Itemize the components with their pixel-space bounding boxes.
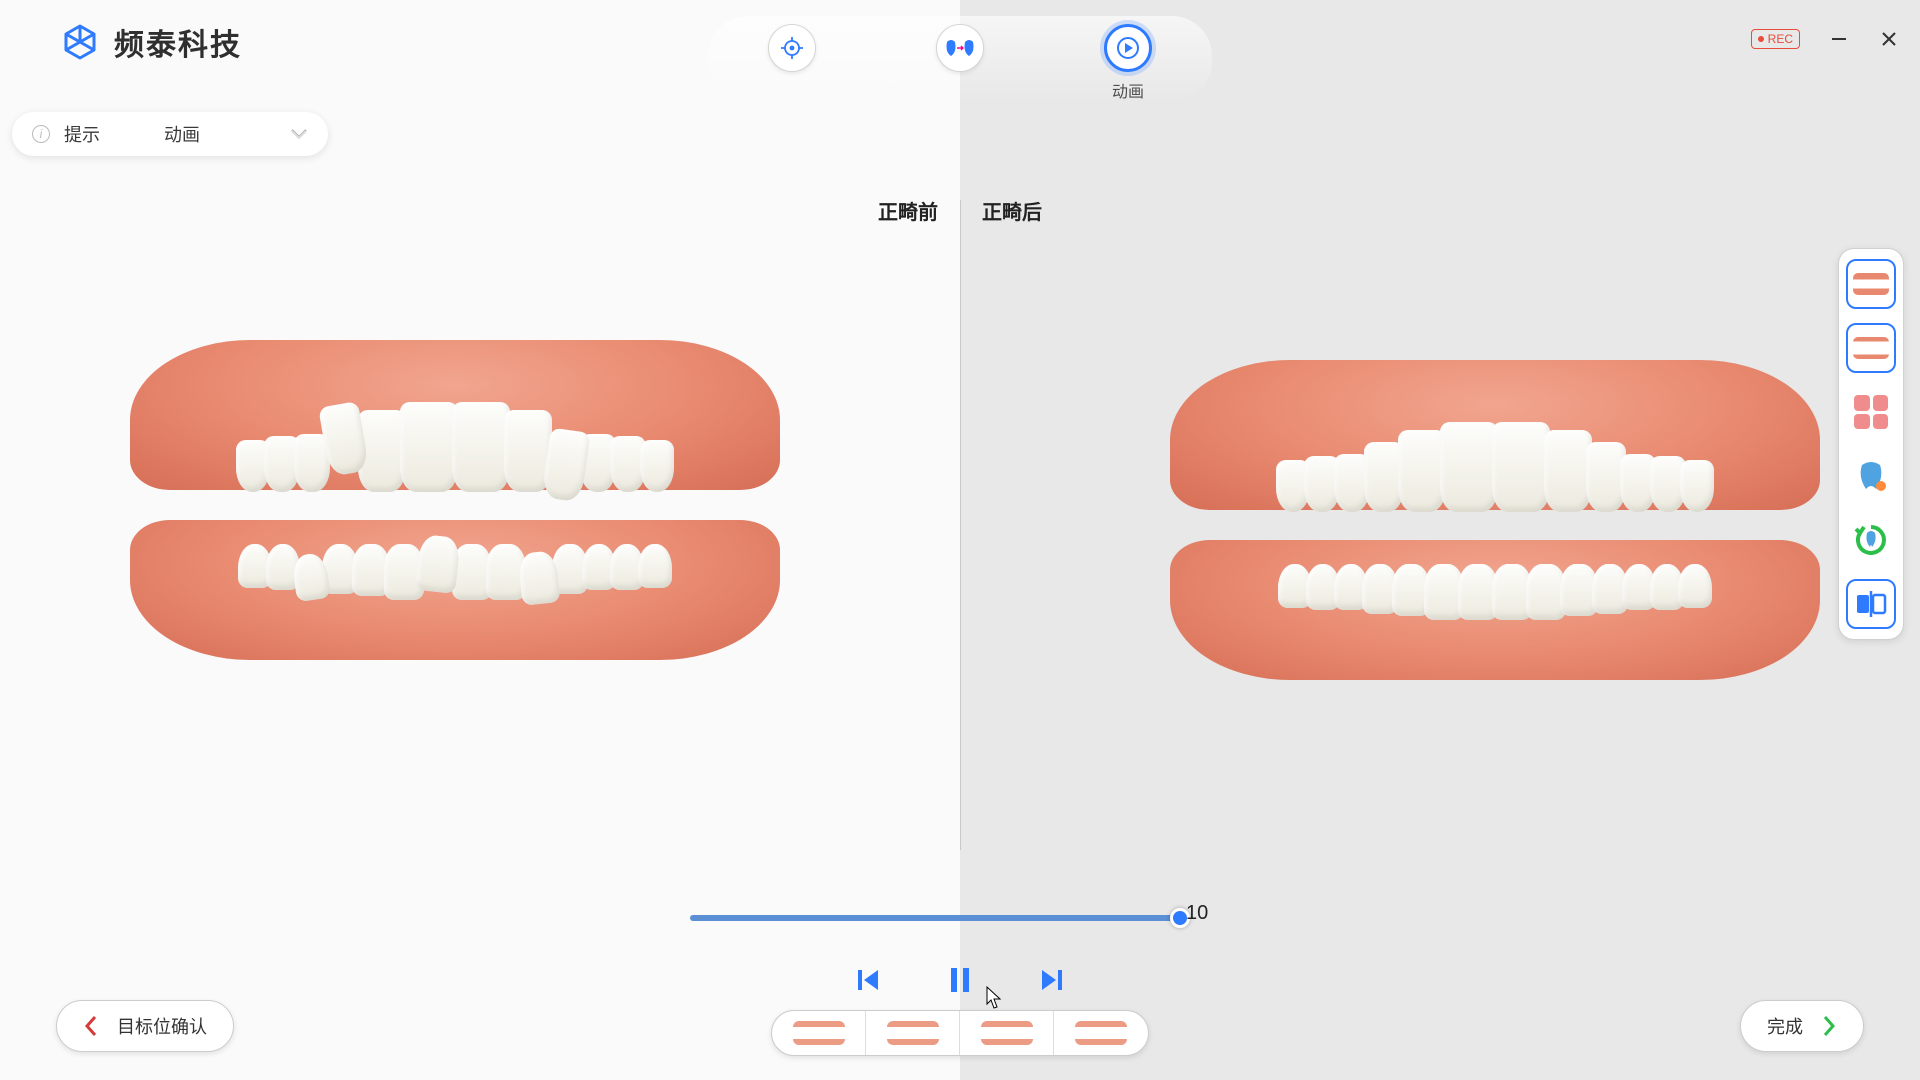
record-label: REC	[1768, 32, 1793, 46]
record-dot-icon	[1758, 36, 1764, 42]
upper-teeth-row	[156, 402, 754, 492]
view-preset-strip	[771, 1010, 1149, 1056]
view-preset-front[interactable]	[772, 1011, 866, 1055]
rail-view-both[interactable]	[1846, 259, 1896, 309]
slider-track[interactable]	[690, 915, 1180, 921]
close-button[interactable]	[1878, 28, 1900, 50]
view-preset-side[interactable]	[1054, 1011, 1148, 1055]
window-controls: REC	[1751, 28, 1900, 50]
timeline-slider[interactable]	[690, 908, 1180, 928]
brand: 频泰科技	[60, 20, 242, 64]
brand-logo-icon	[60, 22, 100, 62]
label-after: 正畸后	[982, 196, 1042, 225]
tooth	[452, 402, 510, 492]
rail-layout-quad[interactable]	[1846, 387, 1896, 437]
tooth	[400, 402, 458, 492]
tooth	[638, 544, 672, 588]
minimize-button[interactable]	[1828, 28, 1850, 50]
target-icon[interactable]	[768, 24, 816, 72]
upper-teeth-row	[1196, 422, 1794, 512]
top-tool-target[interactable]	[768, 24, 816, 72]
tooth	[1440, 422, 1498, 512]
tooth	[1544, 430, 1592, 512]
hint-value: 动画	[164, 121, 200, 147]
teeth-model-after[interactable]	[1170, 360, 1820, 680]
pause-button[interactable]	[948, 966, 972, 999]
tooth	[1492, 422, 1550, 512]
chevron-down-icon[interactable]	[290, 128, 308, 140]
finish-button[interactable]: 完成	[1740, 1000, 1864, 1052]
timeline-value: 10	[1186, 902, 1208, 925]
rail-split-view[interactable]	[1846, 579, 1896, 629]
top-toolbar: 动画	[708, 16, 1212, 102]
brand-name: 频泰科技	[114, 20, 242, 64]
skip-end-button[interactable]	[1038, 966, 1066, 999]
side-toolbar	[1838, 248, 1904, 640]
hint-panel[interactable]: i 提示 动画	[12, 112, 328, 156]
top-tool-animation[interactable]: 动画	[1104, 24, 1152, 102]
grid-icon	[1854, 395, 1888, 429]
teeth-model-before[interactable]	[130, 340, 780, 660]
back-button-label: 目标位确认	[117, 1013, 207, 1039]
back-button[interactable]: 目标位确认	[56, 1000, 234, 1052]
tooth	[1398, 430, 1446, 512]
tooth	[1680, 460, 1714, 512]
tooth	[640, 440, 674, 492]
split-view-icon	[1854, 587, 1888, 621]
chevron-right-icon	[1821, 1015, 1837, 1037]
vertical-divider	[960, 200, 961, 850]
finish-button-label: 完成	[1767, 1013, 1803, 1039]
lower-teeth-row	[156, 544, 754, 600]
tooth	[1678, 564, 1712, 608]
refresh-icon	[1854, 523, 1888, 557]
playback-controls	[854, 966, 1066, 999]
label-before: 正畸前	[878, 196, 938, 225]
play-icon[interactable]	[1104, 24, 1152, 72]
rail-view-open[interactable]	[1846, 323, 1896, 373]
rail-refresh[interactable]	[1846, 515, 1896, 565]
tooth-icon	[1854, 459, 1888, 493]
hint-title: 提示	[64, 121, 100, 147]
view-preset-upper[interactable]	[866, 1011, 960, 1055]
rail-tooth-info[interactable]	[1846, 451, 1896, 501]
top-tool-animation-label: 动画	[1112, 78, 1144, 102]
tooth	[415, 534, 461, 594]
lower-teeth-row	[1196, 564, 1794, 620]
skip-start-button[interactable]	[854, 966, 882, 999]
record-button[interactable]: REC	[1751, 29, 1800, 49]
compare-teeth-icon[interactable]	[936, 24, 984, 72]
info-icon: i	[32, 125, 50, 143]
tooth	[541, 428, 590, 503]
top-tool-compare[interactable]	[936, 24, 984, 72]
view-preset-lower[interactable]	[960, 1011, 1054, 1055]
chevron-left-icon	[83, 1015, 99, 1037]
